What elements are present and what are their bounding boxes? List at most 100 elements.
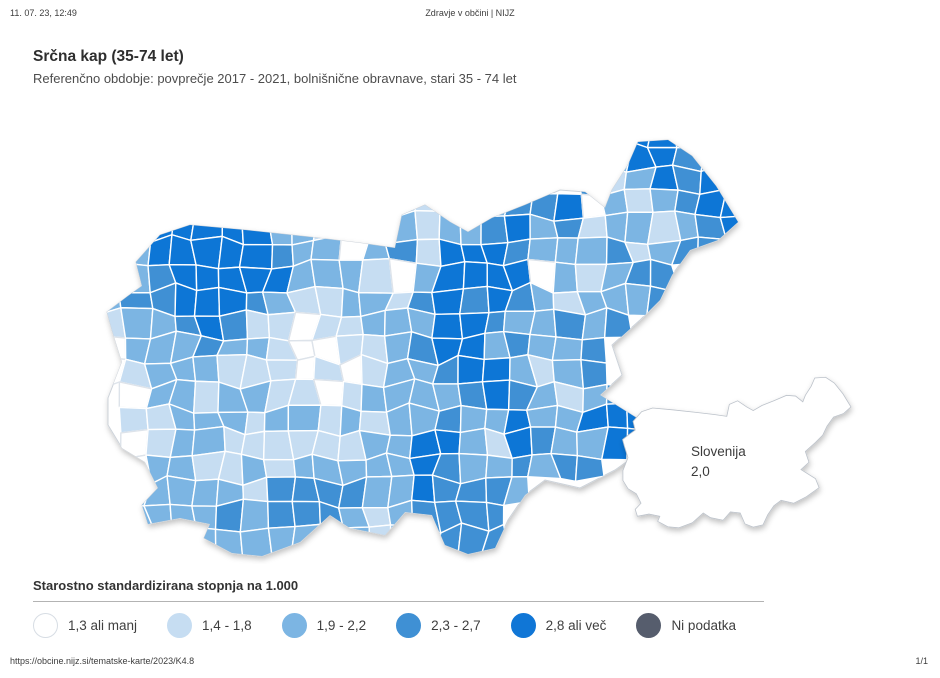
municipality[interactable]: [484, 310, 506, 335]
municipality[interactable]: [318, 523, 345, 564]
municipality[interactable]: [239, 498, 270, 533]
municipality[interactable]: [143, 503, 173, 529]
municipality[interactable]: [267, 215, 293, 246]
municipality[interactable]: [368, 524, 392, 564]
municipality[interactable]: [550, 426, 579, 457]
municipality[interactable]: [124, 526, 154, 564]
municipality[interactable]: [553, 192, 585, 222]
municipality[interactable]: [166, 475, 197, 507]
municipality[interactable]: [291, 500, 321, 528]
municipality[interactable]: [699, 163, 728, 196]
municipality[interactable]: [481, 357, 511, 383]
municipality[interactable]: [480, 215, 509, 246]
municipality[interactable]: [335, 209, 370, 243]
municipality[interactable]: [485, 454, 513, 479]
municipality[interactable]: [265, 476, 297, 503]
municipality[interactable]: [100, 260, 124, 294]
municipality[interactable]: [415, 238, 442, 268]
municipality[interactable]: [288, 523, 321, 564]
municipality[interactable]: [192, 354, 220, 383]
municipality[interactable]: [700, 146, 724, 173]
municipality[interactable]: [262, 458, 297, 479]
municipality[interactable]: [191, 505, 218, 530]
municipality[interactable]: [337, 526, 370, 564]
municipality[interactable]: [388, 257, 417, 294]
municipality[interactable]: [389, 524, 415, 564]
municipality[interactable]: [462, 260, 488, 290]
municipality[interactable]: [145, 526, 173, 564]
municipality[interactable]: [119, 215, 152, 244]
municipality[interactable]: [580, 193, 606, 219]
municipality[interactable]: [245, 309, 271, 340]
municipality[interactable]: [190, 235, 223, 270]
municipality[interactable]: [239, 527, 274, 564]
municipality[interactable]: [459, 216, 482, 246]
municipality[interactable]: [414, 209, 441, 241]
municipality[interactable]: [95, 240, 124, 264]
municipality[interactable]: [357, 257, 394, 294]
municipality[interactable]: [287, 404, 322, 432]
municipality[interactable]: [214, 528, 245, 564]
municipality[interactable]: [340, 287, 362, 318]
municipality[interactable]: [527, 237, 559, 263]
choropleth-map[interactable]: Slovenija 2,0: [0, 112, 940, 564]
municipality[interactable]: [719, 188, 752, 219]
municipality[interactable]: [551, 336, 583, 362]
municipality[interactable]: [267, 525, 296, 564]
municipality[interactable]: [458, 427, 489, 456]
municipality[interactable]: [574, 236, 608, 266]
municipality[interactable]: [410, 474, 436, 504]
municipality[interactable]: [193, 380, 220, 414]
municipality[interactable]: [459, 285, 490, 315]
municipality[interactable]: [553, 308, 587, 341]
municipality[interactable]: [147, 234, 173, 267]
municipality[interactable]: [335, 315, 364, 337]
municipality[interactable]: [431, 313, 464, 340]
municipality[interactable]: [312, 212, 343, 242]
municipality[interactable]: [238, 243, 274, 270]
municipality[interactable]: [552, 261, 579, 294]
municipality[interactable]: [554, 237, 579, 266]
municipality[interactable]: [166, 526, 201, 564]
municipality[interactable]: [431, 288, 465, 315]
municipality[interactable]: [649, 188, 679, 213]
municipality[interactable]: [191, 478, 220, 507]
municipality[interactable]: [605, 402, 629, 429]
municipality[interactable]: [267, 500, 296, 529]
municipality[interactable]: [414, 191, 441, 212]
municipality[interactable]: [360, 383, 388, 413]
municipality[interactable]: [580, 336, 608, 364]
municipality[interactable]: [574, 454, 605, 483]
municipality[interactable]: [195, 264, 220, 292]
municipality[interactable]: [481, 379, 511, 411]
municipality[interactable]: [119, 241, 152, 267]
municipality[interactable]: [623, 188, 654, 213]
municipality[interactable]: [143, 475, 171, 507]
municipality[interactable]: [432, 522, 463, 564]
municipality[interactable]: [361, 475, 393, 509]
municipality[interactable]: [646, 285, 682, 317]
municipality[interactable]: [529, 308, 557, 338]
municipality[interactable]: [503, 192, 534, 217]
municipality[interactable]: [190, 210, 224, 242]
municipality[interactable]: [503, 213, 531, 244]
municipality[interactable]: [193, 286, 221, 317]
municipality[interactable]: [577, 214, 608, 239]
municipality[interactable]: [270, 243, 295, 270]
municipality[interactable]: [265, 359, 299, 382]
municipality[interactable]: [240, 211, 274, 246]
municipality[interactable]: [696, 236, 728, 264]
municipality[interactable]: [294, 355, 316, 381]
municipality[interactable]: [95, 335, 127, 361]
municipality[interactable]: [310, 258, 344, 290]
municipality[interactable]: [118, 406, 149, 434]
municipality[interactable]: [670, 116, 706, 149]
municipality[interactable]: [120, 307, 154, 340]
municipality[interactable]: [411, 525, 442, 564]
municipality[interactable]: [118, 292, 154, 310]
municipality[interactable]: [365, 209, 387, 245]
municipality[interactable]: [580, 358, 608, 390]
municipality[interactable]: [218, 309, 249, 342]
municipality[interactable]: [600, 188, 629, 217]
municipality[interactable]: [457, 354, 485, 385]
